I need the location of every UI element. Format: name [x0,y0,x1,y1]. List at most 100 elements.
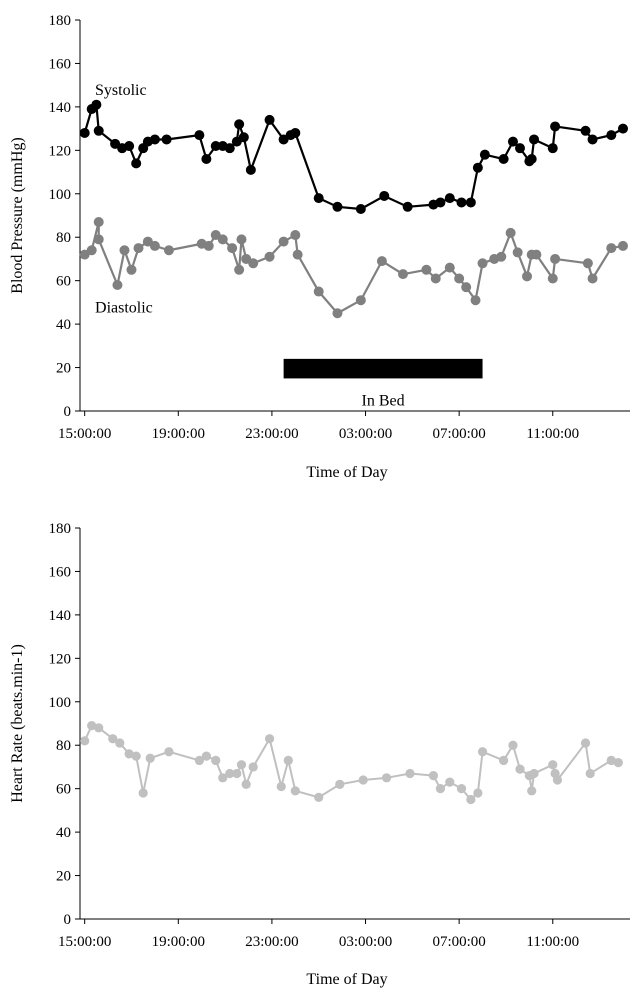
x-tick-label: 19:00:00 [152,934,205,950]
data-point [290,127,301,138]
data-point [529,768,539,779]
data-point [376,256,387,267]
data-point [465,197,476,208]
series-line [83,724,619,801]
data-point [149,134,160,145]
data-point [444,262,455,273]
data-point [606,755,616,766]
data-point [164,747,174,757]
y-axis-label: Heart Rate (beats.min-1) [9,644,26,803]
data-point [552,775,563,785]
y-tick-label: 160 [49,56,72,72]
data-point [93,125,104,136]
series-diastolic [79,217,628,319]
y-tick-label: 40 [56,825,71,841]
data-point [470,295,481,306]
y-tick-label: 120 [49,143,72,159]
data-point [112,280,123,291]
y-tick-label: 100 [49,695,72,711]
data-point [582,258,593,269]
blood-pressure-chart: 0 20 40 60 80 100 120 140 160 180 15:00:00 19:00:00… [9,13,630,481]
data-point [210,140,221,151]
data-point [94,723,104,733]
data-point [550,121,561,132]
data-point [290,230,301,241]
data-point [290,786,300,796]
data-point [79,127,90,138]
data-point [498,154,509,165]
data-point [435,784,446,794]
data-point [93,234,104,245]
data-point [527,786,537,796]
data-point [606,243,617,254]
data-point [435,197,446,208]
data-point [314,792,324,802]
data-point [138,788,148,798]
data-point [587,134,598,145]
data-point [512,247,523,258]
data-point [507,136,518,147]
data-point [508,740,518,750]
data-point [278,236,289,247]
data-point [332,308,343,319]
x-tick-label: 03:00:00 [339,426,392,442]
y-tick-label: 0 [64,912,72,928]
data-point [194,755,204,766]
data-point [115,738,125,748]
y-tick-label: 180 [49,521,72,537]
data-point [479,149,490,160]
data-point [454,273,465,284]
data-point [87,721,97,731]
data-point [355,203,366,214]
x-tick-label: 23:00:00 [245,426,298,442]
data-point [466,794,476,805]
data-point [108,734,118,744]
data-point [234,119,245,130]
data-point [445,777,455,787]
data-point [496,251,507,262]
data-point [456,197,467,208]
y-tick-label: 160 [49,564,72,580]
data-point [218,773,228,783]
data-point [472,162,483,173]
y-tick-label: 80 [56,738,71,754]
y-tick-label: 140 [49,100,72,116]
data-point [194,130,205,141]
data-point [313,286,324,297]
x-tick-label: 07:00:00 [432,426,485,442]
y-tick-label: 60 [56,782,71,798]
data-point [119,245,130,256]
data-point [547,273,558,284]
data-point [163,245,174,256]
data-point [217,234,228,245]
y-tick-label: 120 [49,651,72,667]
y-tick-label: 60 [56,274,71,290]
data-point [93,217,104,228]
data-point [203,240,214,251]
x-tick-label: 19:00:00 [152,426,205,442]
x-tick-label: 11:00:00 [526,426,579,442]
data-point [522,271,533,282]
data-point [131,751,141,761]
data-point [232,768,242,779]
data-point [227,243,238,254]
data-point [236,234,247,245]
x-tick-label: 11:00:00 [526,934,579,950]
data-point [402,201,413,212]
data-point [613,757,623,768]
data-point [238,132,249,143]
data-point [276,781,286,792]
y-tick-label: 20 [56,361,71,377]
data-point [550,253,561,264]
data-point [421,264,432,275]
data-point [149,240,160,251]
data-point [397,269,408,280]
data-point [531,249,542,260]
y-tick-label: 100 [49,187,72,203]
data-point [241,779,251,789]
x-tick-label: 07:00:00 [432,934,485,950]
data-point [477,258,488,269]
data-point [547,143,558,154]
heart-rate-chart: 0 20 40 60 80 100 120 140 160 180 15:00:00 19:00:00… [9,521,630,988]
data-point [529,134,540,145]
